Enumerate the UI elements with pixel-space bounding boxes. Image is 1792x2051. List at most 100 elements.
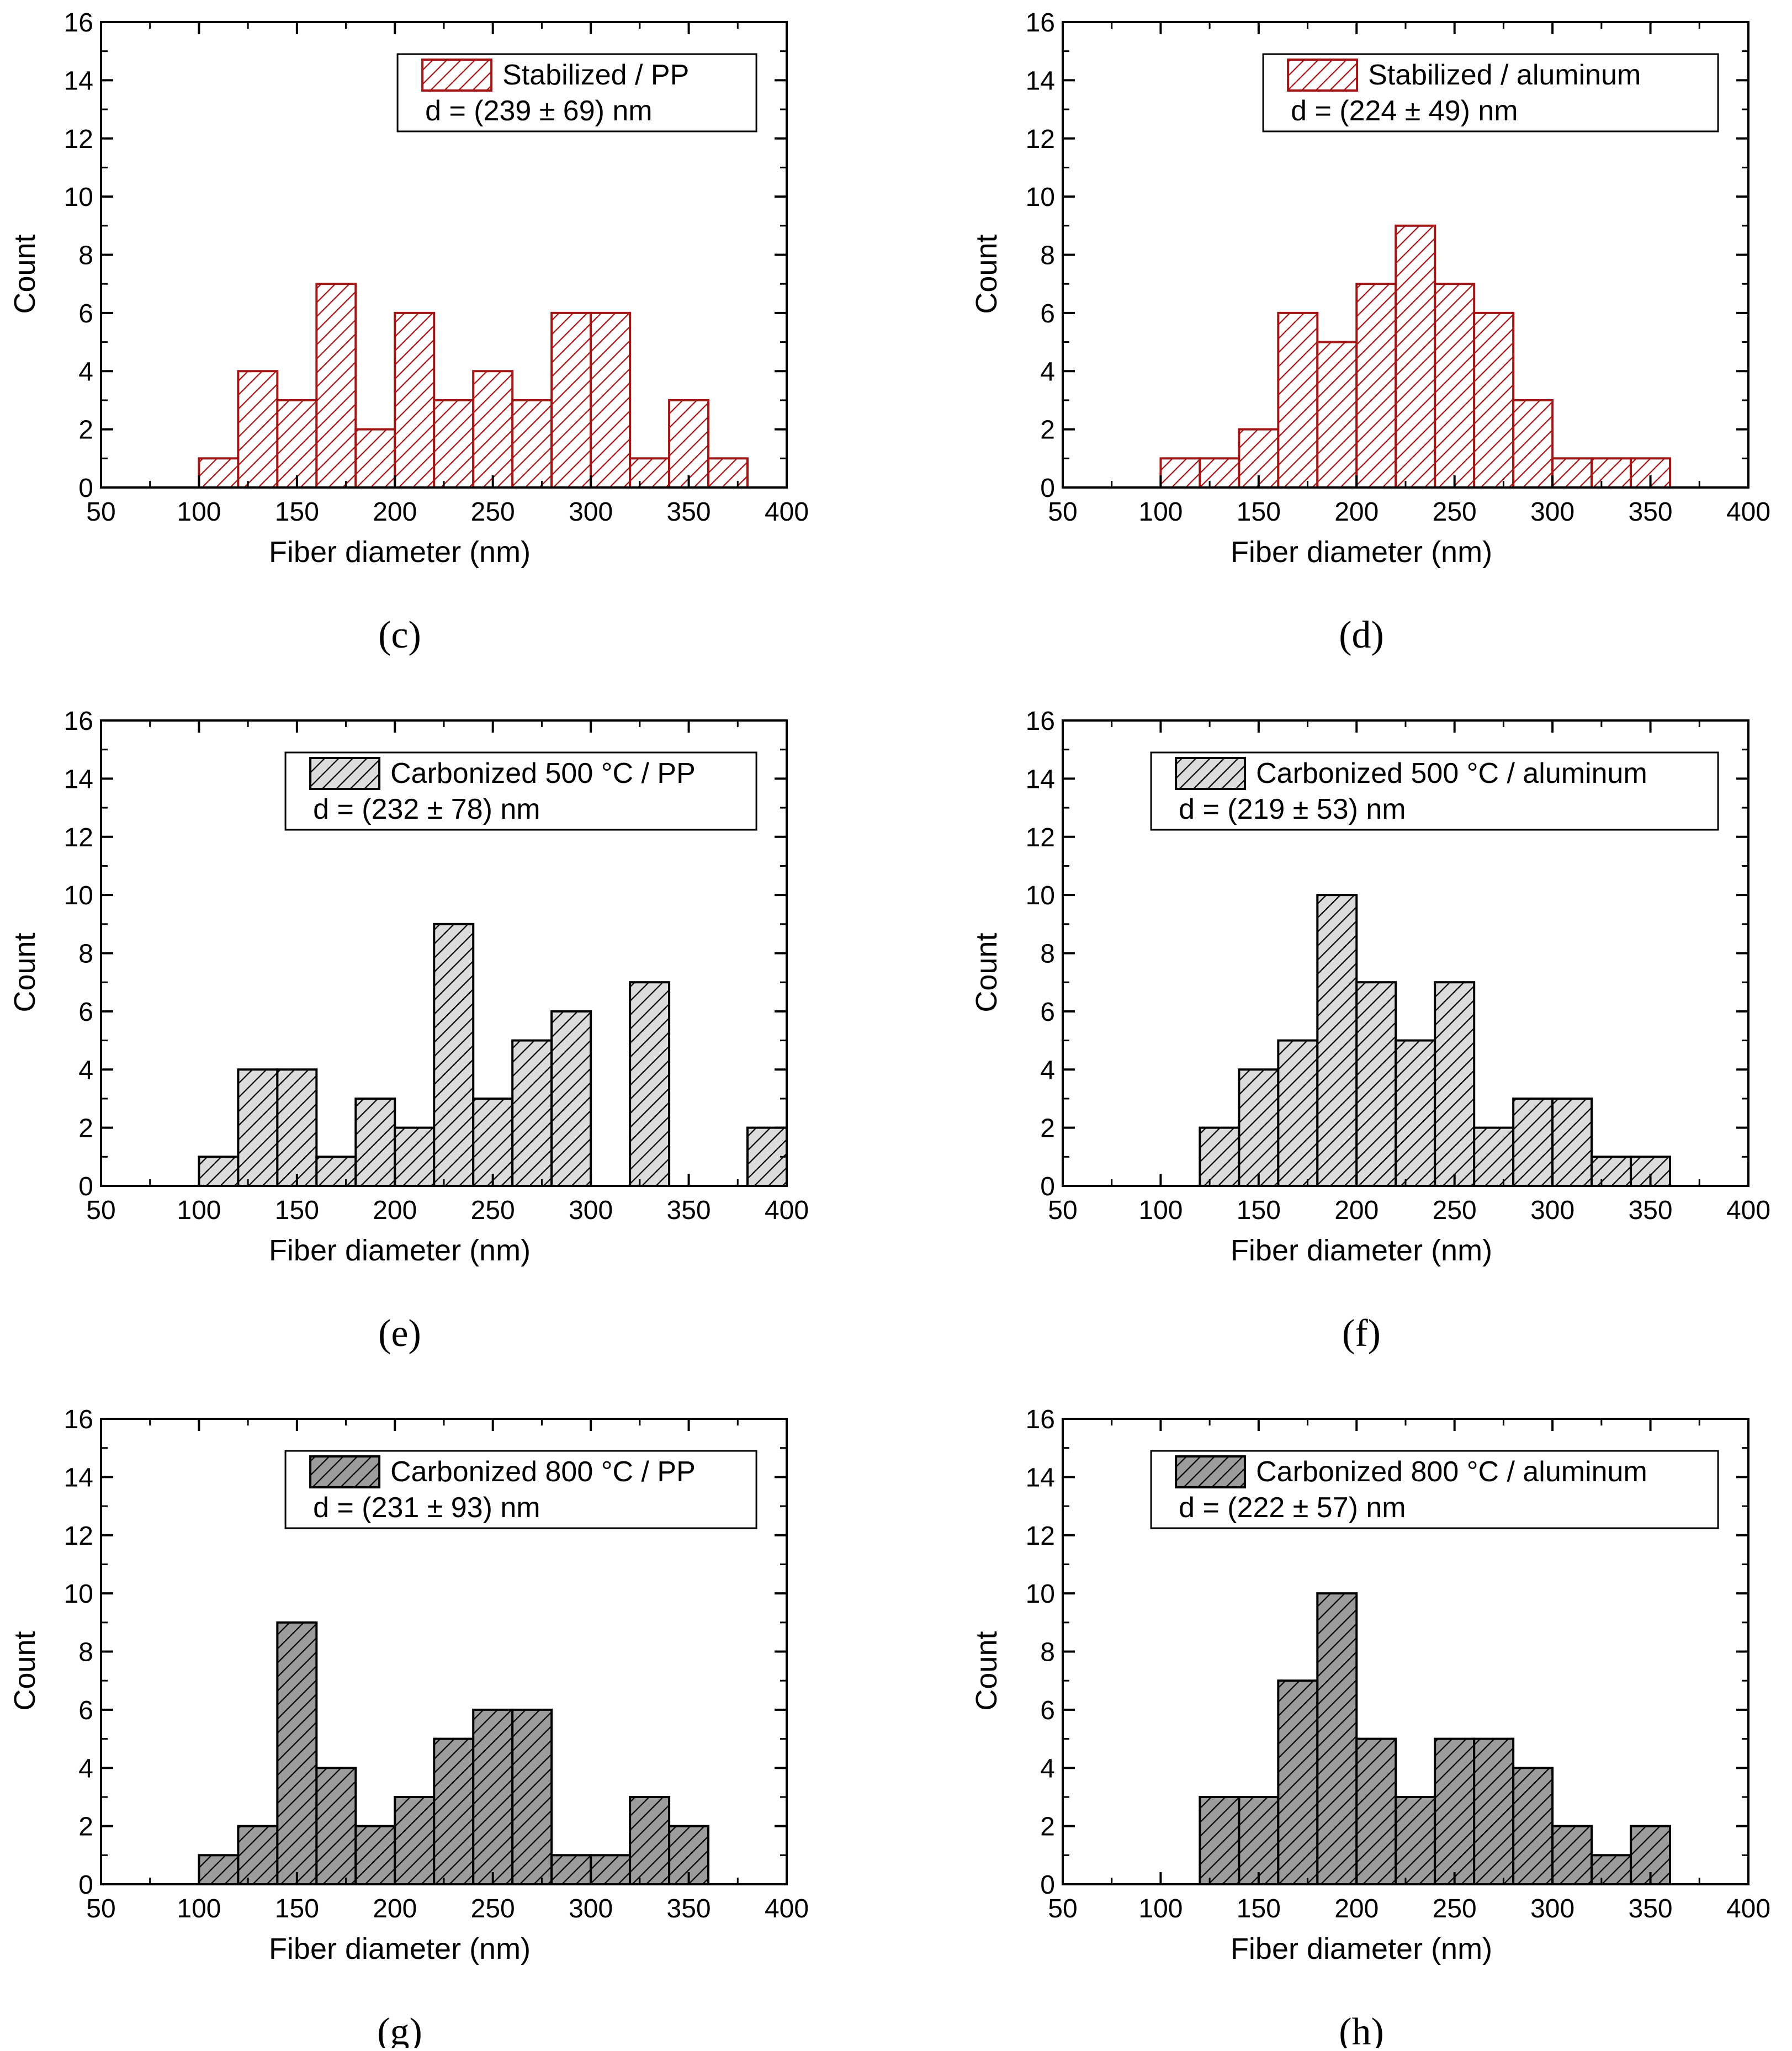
y-axis-label: Count [970, 1631, 1003, 1710]
legend-label: Stabilized / aluminum [1368, 59, 1641, 91]
y-tick-label: 10 [64, 1580, 93, 1609]
panel-label: (e) [378, 1312, 421, 1355]
x-tick-label: 300 [1530, 497, 1574, 527]
y-tick-label: 14 [64, 66, 93, 96]
x-tick-label: 350 [667, 1894, 711, 1923]
histogram-panel: 0 2 4 6 8 10 12 14 16 50 100 150 200 250 300 350 400 Fibe… [970, 8, 1770, 656]
x-tick-label: 250 [471, 1196, 515, 1225]
x-tick-label: 100 [177, 1196, 221, 1225]
histogram-bar [629, 457, 671, 489]
x-tick-label: 200 [373, 497, 417, 527]
y-tick-label: 2 [78, 416, 93, 445]
histogram-bar [707, 457, 749, 489]
histogram-bar [472, 370, 514, 489]
x-tick-label: 250 [471, 497, 515, 527]
histogram-bar [550, 311, 592, 489]
legend-swatch [309, 757, 381, 790]
histogram-bar [1277, 311, 1319, 489]
legend-label: Carbonized 800 °C / PP [390, 1456, 696, 1488]
y-tick-label: 0 [1040, 1172, 1055, 1201]
y-tick-label: 10 [1026, 183, 1055, 212]
y-tick-label: 2 [78, 1812, 93, 1842]
histogram-bar [394, 1795, 436, 1885]
y-tick-label: 12 [64, 125, 93, 154]
y-tick-label: 12 [64, 823, 93, 852]
y-tick-label: 8 [78, 241, 93, 271]
histogram-bar [1590, 457, 1632, 489]
histogram-bar [1434, 981, 1476, 1187]
histogram-bar [394, 311, 436, 489]
x-tick-label: 50 [86, 1196, 115, 1225]
histogram-bar [472, 1708, 514, 1885]
y-tick-label: 0 [78, 1172, 93, 1201]
y-tick-label: 12 [1026, 125, 1055, 154]
histogram-bar [1238, 1795, 1280, 1885]
panel-label: (g) [377, 2011, 422, 2048]
y-tick-label: 14 [64, 1463, 93, 1492]
legend-swatch [1287, 59, 1359, 92]
histogram-bar [1395, 1039, 1436, 1187]
histogram-bar [315, 283, 357, 489]
x-tick-label: 350 [1629, 1196, 1673, 1225]
y-tick-label: 14 [1026, 1463, 1055, 1492]
y-tick-label: 6 [78, 1696, 93, 1725]
histogram-bar [1277, 1679, 1319, 1885]
y-tick-label: 2 [1040, 1114, 1055, 1143]
x-tick-label: 300 [1530, 1894, 1574, 1923]
histogram-bar [1159, 457, 1201, 489]
histogram-bar [276, 1068, 318, 1187]
y-tick-label: 6 [78, 998, 93, 1027]
x-tick-label: 200 [373, 1196, 417, 1225]
histogram-bar [1355, 283, 1397, 489]
x-tick-label: 400 [1726, 1196, 1770, 1225]
x-axis-label: Fiber diameter (nm) [1231, 1932, 1492, 1965]
y-tick-label: 16 [1026, 707, 1055, 736]
histogram-panel: 0 2 4 6 8 10 12 14 16 50 100 150 200 250 300 350 400 Fibe… [8, 8, 809, 656]
x-tick-label: 300 [1530, 1196, 1574, 1225]
histogram-bar [1316, 341, 1358, 489]
x-tick-label: 50 [1048, 1894, 1077, 1923]
histogram-bar [1434, 283, 1476, 489]
histogram-bar [1512, 399, 1554, 489]
legend-stat: d = (232 ± 78) nm [313, 793, 540, 825]
x-tick-label: 400 [1726, 1894, 1770, 1923]
legend-label: Carbonized 800 °C / aluminum [1256, 1456, 1647, 1488]
histogram-bar [1473, 1737, 1515, 1885]
x-tick-label: 100 [1138, 497, 1183, 527]
histogram-bar [1590, 1854, 1632, 1885]
histogram-bar [590, 1854, 632, 1885]
y-tick-label: 16 [64, 707, 93, 736]
y-tick-label: 8 [78, 940, 93, 969]
x-tick-label: 250 [1433, 497, 1477, 527]
histogram-bar [1277, 1039, 1319, 1187]
x-tick-label: 350 [1629, 497, 1673, 527]
x-tick-label: 200 [373, 1894, 417, 1923]
x-tick-label: 300 [569, 497, 613, 527]
histogram-bar [315, 1767, 357, 1885]
y-axis-label: Count [970, 932, 1003, 1012]
histogram-bar [511, 399, 553, 489]
y-axis-label: Count [970, 234, 1003, 314]
x-tick-label: 100 [1138, 1894, 1183, 1923]
histogram-bar [1316, 1592, 1358, 1885]
y-tick-label: 10 [64, 881, 93, 910]
y-tick-label: 0 [78, 474, 93, 503]
x-axis-label: Fiber diameter (nm) [1231, 536, 1492, 569]
histogram-bar [1551, 1097, 1593, 1187]
histogram-bar [354, 1825, 396, 1885]
histogram-bar [1316, 894, 1358, 1187]
legend-label: Carbonized 500 °C / aluminum [1256, 757, 1647, 789]
histogram-bar [1473, 1126, 1515, 1187]
x-tick-label: 150 [275, 497, 319, 527]
legend-stat: d = (222 ± 57) nm [1179, 1492, 1406, 1524]
x-tick-label: 300 [569, 1196, 613, 1225]
histogram-panel: 0 2 4 6 8 10 12 14 16 50 100 150 200 250 300 350 400 Fibe… [970, 1405, 1770, 2051]
y-tick-label: 2 [1040, 1812, 1055, 1842]
x-tick-label: 350 [667, 497, 711, 527]
x-axis-label: Fiber diameter (nm) [1231, 1234, 1492, 1267]
x-tick-label: 100 [1138, 1196, 1183, 1225]
x-tick-label: 150 [1237, 497, 1281, 527]
histogram-bar [1355, 1737, 1397, 1885]
histogram-bar [590, 311, 632, 489]
